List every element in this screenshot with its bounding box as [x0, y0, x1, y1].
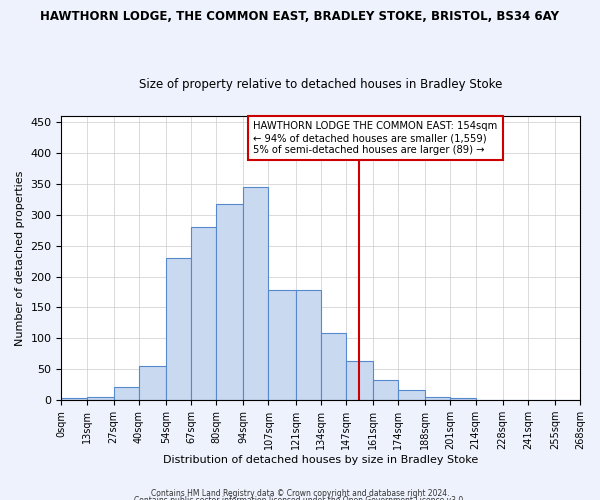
Bar — [346, 362, 373, 400]
Title: Size of property relative to detached houses in Bradley Stoke: Size of property relative to detached ho… — [139, 78, 502, 91]
Bar — [398, 390, 425, 400]
Bar — [425, 396, 451, 400]
Bar — [268, 290, 296, 400]
Bar — [139, 366, 166, 400]
Bar — [296, 290, 321, 400]
Y-axis label: Number of detached properties: Number of detached properties — [15, 170, 25, 346]
Text: HAWTHORN LODGE THE COMMON EAST: 154sqm
← 94% of detached houses are smaller (1,5: HAWTHORN LODGE THE COMMON EAST: 154sqm ←… — [253, 122, 497, 154]
Text: Contains HM Land Registry data © Crown copyright and database right 2024.: Contains HM Land Registry data © Crown c… — [151, 488, 449, 498]
X-axis label: Distribution of detached houses by size in Bradley Stoke: Distribution of detached houses by size … — [163, 455, 478, 465]
Text: HAWTHORN LODGE, THE COMMON EAST, BRADLEY STOKE, BRISTOL, BS34 6AY: HAWTHORN LODGE, THE COMMON EAST, BRADLEY… — [41, 10, 560, 23]
Bar — [243, 187, 268, 400]
Bar — [166, 258, 191, 400]
Bar — [61, 398, 86, 400]
Bar — [86, 397, 113, 400]
Bar — [191, 227, 216, 400]
Bar — [451, 398, 476, 400]
Text: Contains public sector information licensed under the Open Government Licence v3: Contains public sector information licen… — [134, 496, 466, 500]
Bar — [113, 386, 139, 400]
Bar — [216, 204, 243, 400]
Bar — [373, 380, 398, 400]
Bar — [321, 334, 346, 400]
